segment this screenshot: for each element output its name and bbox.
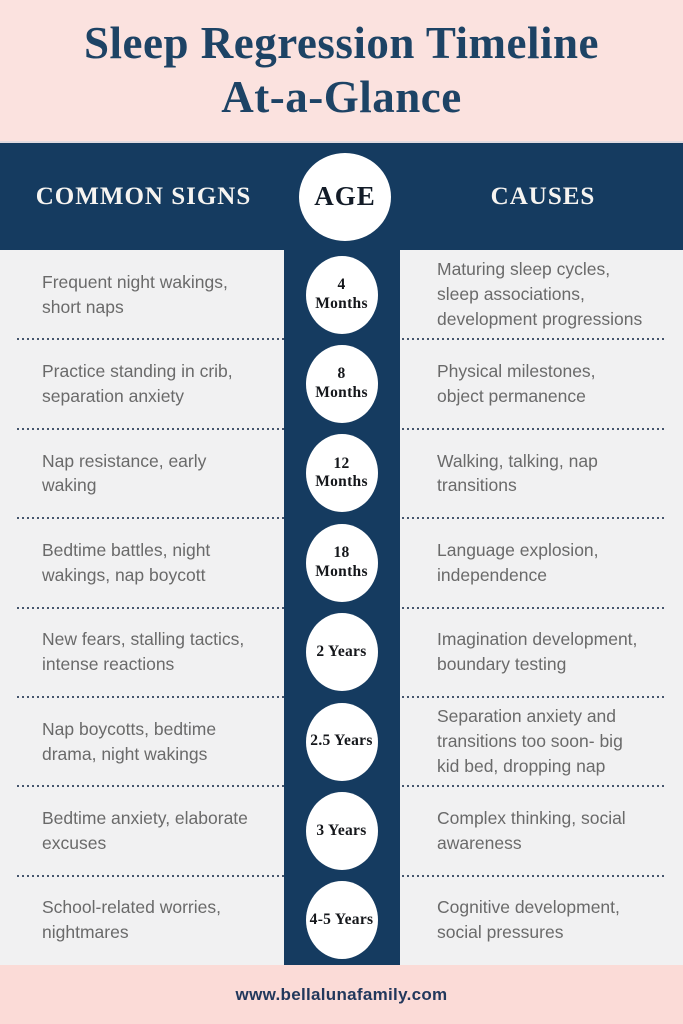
- signs-text: Nap boycotts, bedtime drama, night wakin…: [42, 718, 217, 764]
- signs-text: New fears, stalling tactics, intense rea…: [42, 629, 245, 675]
- footer: www.bellalunafamily.com: [0, 965, 683, 1024]
- age-badge: AGE: [299, 152, 391, 241]
- causes-text: Imagination development, boundary testin…: [437, 629, 638, 675]
- signs-text: Nap resistance, early waking: [42, 450, 207, 496]
- timeline-row: Frequent night wakings, short naps Matur…: [0, 250, 683, 341]
- timeline: Frequent night wakings, short naps Matur…: [0, 250, 683, 965]
- signs-text: Frequent night wakings, short naps: [42, 271, 228, 317]
- page-title-line1: Sleep Regression Timeline: [83, 18, 599, 69]
- column-header-band: COMMON SIGNS AGE CAUSES: [0, 141, 683, 250]
- age-circle-2-years: 2 Years: [305, 613, 378, 692]
- age-circle-18-months: 18 Months: [305, 523, 378, 602]
- causes-text: Language explosion, independence: [437, 539, 599, 585]
- age-circle-8-months: 8 Months: [305, 345, 378, 424]
- age-circle-12-months: 12 Months: [305, 434, 378, 513]
- age-badge-label: AGE: [314, 181, 376, 211]
- signs-text: Bedtime anxiety, elaborate excuses: [42, 808, 248, 853]
- header: Sleep Regression Timeline At-a-Glance: [0, 0, 683, 141]
- column-header-left: COMMON SIGNS: [0, 183, 287, 211]
- causes-text: Cognitive development, social pressures: [437, 897, 620, 943]
- page-title-line2: At-a-Glance: [221, 71, 462, 122]
- signs-text: Practice standing in crib, separation an…: [42, 361, 233, 407]
- page-title: Sleep Regression Timeline At-a-Glance: [84, 17, 599, 123]
- age-circle-4-5-years: 4-5 Years: [305, 881, 378, 960]
- timeline-spine: 4 Months 8 Months 12 Months 18 Mon: [283, 250, 400, 965]
- common-signs-header: COMMON SIGNS: [35, 182, 252, 210]
- causes-text: Maturing sleep cycles, sleep association…: [437, 259, 643, 330]
- column-header-right: CAUSES: [403, 183, 683, 211]
- age-circle-4-months: 4 Months: [305, 255, 378, 334]
- column-header-center: AGE: [287, 152, 403, 241]
- website-url: www.bellalunafamily.com: [235, 984, 448, 1004]
- signs-text: Bedtime battles, night wakings, nap boyc…: [42, 539, 211, 585]
- causes-text: Complex thinking, social awareness: [437, 808, 626, 853]
- age-circle-2-5-years: 2.5 Years: [305, 702, 378, 781]
- causes-text: Physical milestones, object permanence: [437, 361, 596, 407]
- signs-text: School-related worries, nightmares: [42, 897, 221, 943]
- age-circle-3-years: 3 Years: [305, 791, 378, 870]
- causes-header: CAUSES: [490, 182, 596, 210]
- timeline-row: School-related worries, nightmares Cogni…: [0, 876, 683, 965]
- causes-text: Walking, talking, nap transitions: [437, 450, 598, 496]
- causes-text: Separation anxiety and transitions too s…: [437, 706, 623, 776]
